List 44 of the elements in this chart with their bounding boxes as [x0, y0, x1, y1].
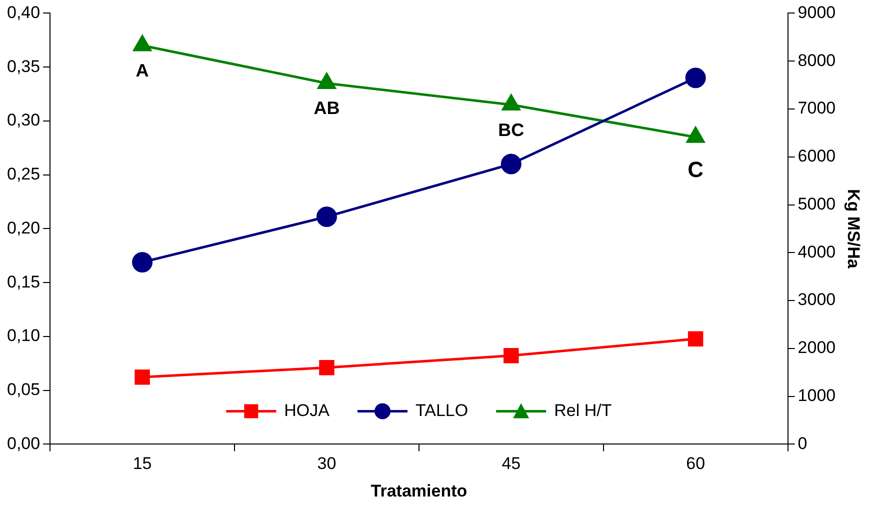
point: [500, 154, 522, 174]
point: [502, 94, 520, 111]
y2-tick-label: 5000: [798, 194, 836, 214]
point: [685, 68, 706, 88]
y2-tick-label: 8000: [798, 50, 836, 70]
x-axis-title: Tratamiento: [370, 481, 468, 500]
x-tick-label: 45: [502, 454, 521, 474]
annotation: C: [688, 157, 704, 182]
y2-tick-label: 7000: [798, 98, 836, 118]
y2-tick-label: 3000: [798, 290, 836, 310]
legend-label: TALLO: [416, 400, 468, 420]
y2-tick-label: 0: [798, 434, 808, 453]
y2-tick-label: 4000: [798, 242, 836, 262]
y2-tick-label: 1000: [798, 386, 836, 405]
y-tick-label: 0,30: [6, 110, 40, 130]
x-tick-label: 15: [132, 454, 152, 474]
y-tick-label: 0,10: [6, 326, 40, 346]
point: [134, 370, 150, 385]
point: [504, 348, 519, 364]
legend-label: Rel H/T: [554, 400, 612, 420]
annotation: BC: [498, 120, 524, 140]
y2-tick-label: 6000: [798, 146, 836, 166]
x-tick-label: 60: [686, 454, 706, 474]
y2-axis-title: Kg MS/Ha: [844, 189, 864, 269]
annotation: AB: [314, 98, 340, 118]
annotation: A: [136, 60, 149, 80]
legend-label: HOJA: [284, 400, 330, 420]
y-tick-label: 0,00: [6, 434, 40, 453]
point: [319, 360, 334, 376]
y-tick-label: 0,20: [6, 218, 40, 238]
point: [686, 126, 705, 143]
x-tick-label: 30: [317, 454, 336, 474]
point: [132, 252, 153, 272]
y-tick-label: 0,40: [6, 2, 40, 22]
y-tick-label: 0,05: [6, 380, 40, 400]
point: [318, 72, 336, 89]
y-tick-label: 0,35: [6, 56, 40, 76]
y2-tick-label: 2000: [798, 338, 836, 358]
y2-tick-label: 9000: [798, 2, 836, 22]
y-tick-label: 0,15: [6, 272, 40, 292]
point: [688, 331, 704, 346]
point: [133, 35, 152, 52]
y-tick-label: 0,25: [6, 164, 40, 184]
point: [316, 206, 337, 227]
